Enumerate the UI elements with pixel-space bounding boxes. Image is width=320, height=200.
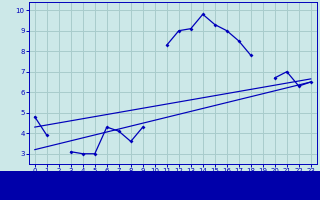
X-axis label: Graphe des températures (°C): Graphe des températures (°C) [96, 178, 250, 188]
